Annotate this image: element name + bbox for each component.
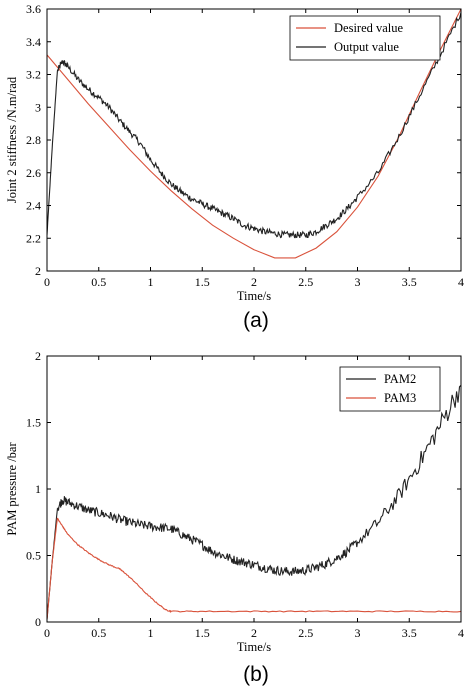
y-tick-label: 2.6 bbox=[26, 166, 41, 180]
legend-box bbox=[289, 15, 441, 61]
x-tick-label: 3.5 bbox=[402, 626, 417, 640]
x-tick-label: 3.5 bbox=[402, 275, 417, 289]
y-tick-label: 1 bbox=[35, 482, 41, 496]
y-tick-label: 2.2 bbox=[26, 231, 41, 245]
chart-panel-a: 0 0.5 1 1.5 2 2.5 3 3.5 4 2 2.2 2.4 2.6 2.8 3 3.2 3.4 3.6… bbox=[5, 2, 464, 332]
legend-label: Output value bbox=[334, 40, 399, 54]
y-tick-label: 0 bbox=[35, 615, 41, 629]
y-tick-label: 2.8 bbox=[26, 133, 41, 147]
y-tick-label: 0.5 bbox=[26, 549, 41, 563]
legend-box bbox=[339, 366, 441, 412]
x-tick-label: 2.5 bbox=[298, 626, 313, 640]
panel-caption: (b) bbox=[243, 663, 269, 686]
x-tick-label: 3 bbox=[355, 626, 361, 640]
y-tick-label: 3.2 bbox=[26, 68, 41, 82]
x-tick-label: 1 bbox=[148, 626, 154, 640]
panel-caption: (a) bbox=[243, 309, 269, 332]
x-axis-label: Time/s bbox=[237, 289, 271, 303]
x-tick-label: 3 bbox=[355, 275, 361, 289]
x-tick-label: 1 bbox=[148, 275, 154, 289]
y-tick-label: 1.5 bbox=[26, 416, 41, 430]
y-tick-label: 2 bbox=[35, 349, 41, 363]
series-line-desired-value bbox=[47, 9, 461, 259]
x-tick-label: 4 bbox=[458, 275, 464, 289]
x-tick-label: 1.5 bbox=[195, 626, 210, 640]
series-line-output-value bbox=[47, 12, 461, 239]
y-axis-label: PAM pressure /bar bbox=[5, 442, 19, 536]
x-tick-label: 2 bbox=[251, 626, 257, 640]
x-tick-label: 0.5 bbox=[91, 626, 106, 640]
x-tick-label: 1.5 bbox=[195, 275, 210, 289]
x-tick-label: 0 bbox=[44, 626, 50, 640]
x-tick-label: 2.5 bbox=[298, 275, 313, 289]
x-tick-label: 0.5 bbox=[91, 275, 106, 289]
legend-label: Desired value bbox=[334, 21, 404, 35]
y-tick-label: 3 bbox=[35, 100, 41, 114]
x-axis-label: Time/s bbox=[237, 640, 271, 654]
series-line-pam2 bbox=[47, 384, 461, 620]
y-tick-label: 3.4 bbox=[26, 35, 41, 49]
legend: Desired value Output value bbox=[289, 15, 441, 61]
legend-label: PAM3 bbox=[384, 391, 416, 405]
legend-label: PAM2 bbox=[384, 372, 416, 386]
y-tick-label: 2.4 bbox=[26, 199, 41, 213]
legend: PAM2 PAM3 bbox=[339, 366, 441, 412]
y-tick-label: 2 bbox=[35, 264, 41, 278]
y-tick-label: 3.6 bbox=[26, 2, 41, 16]
x-tick-label: 4 bbox=[458, 626, 464, 640]
x-tick-label: 0 bbox=[44, 275, 50, 289]
series-line-pam3 bbox=[47, 517, 461, 620]
y-axis-label: Joint 2 stiffness /N.m/rad bbox=[5, 76, 19, 203]
x-tick-label: 2 bbox=[251, 275, 257, 289]
